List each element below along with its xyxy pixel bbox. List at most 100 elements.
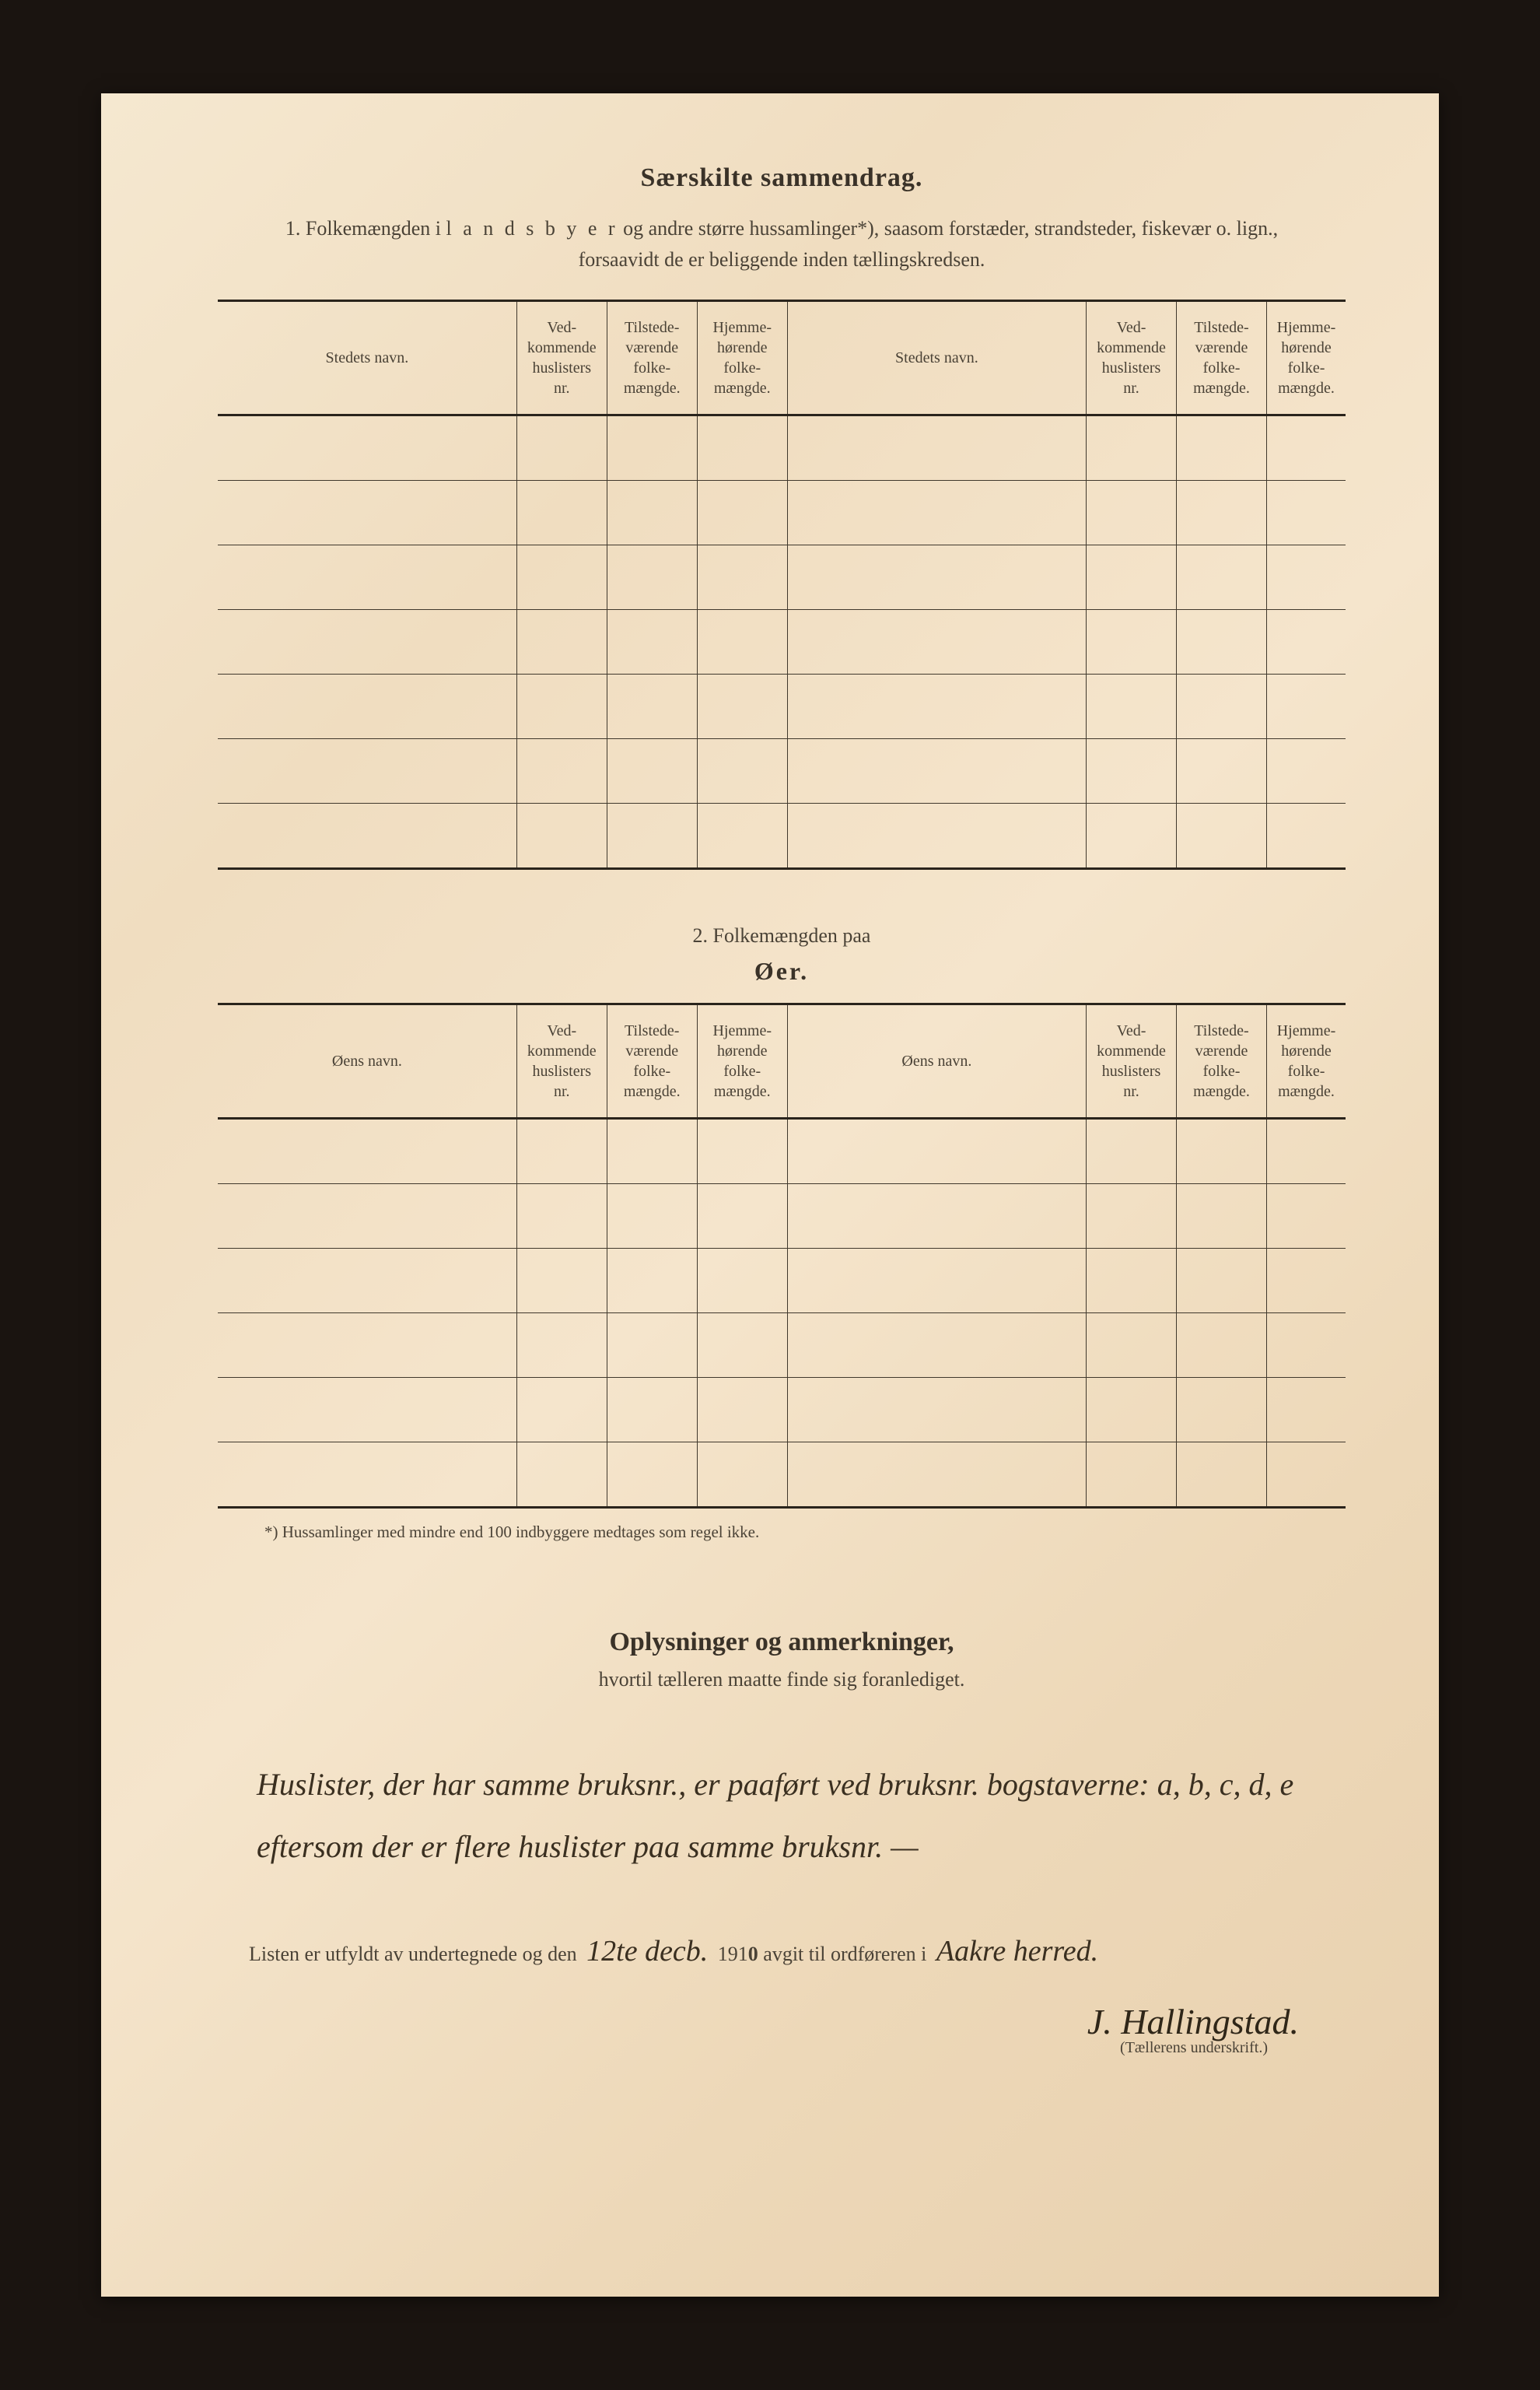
table-row bbox=[218, 609, 1346, 674]
section1-subtitle: 1. Folkemængden i l a n d s b y e r og a… bbox=[218, 213, 1346, 276]
table-cell bbox=[516, 1377, 607, 1442]
table-row bbox=[218, 1442, 1346, 1507]
oplysninger-title: Oplysninger og anmerkninger, bbox=[218, 1628, 1346, 1657]
table-cell bbox=[1267, 415, 1346, 480]
table-cell bbox=[1177, 1442, 1267, 1507]
table-cell bbox=[218, 738, 516, 803]
signature: J. Hallingstad. bbox=[218, 2001, 1299, 2042]
page-background: Særskilte sammendrag. 1. Folkemængden i … bbox=[0, 0, 1540, 2390]
table-cell bbox=[1087, 545, 1177, 609]
table-cell bbox=[516, 1312, 607, 1377]
table-cell bbox=[218, 609, 516, 674]
sub-line1c: og andre større hussamlinger*), saasom f… bbox=[618, 217, 1279, 240]
th2-huslisters-right: Ved- kommende huslisters nr. bbox=[1087, 1004, 1177, 1118]
table-cell bbox=[1267, 1183, 1346, 1248]
table1-header-row: Stedets navn. Ved- kommende huslisters n… bbox=[218, 300, 1346, 415]
table-cell bbox=[787, 1248, 1086, 1312]
table-cell bbox=[218, 1248, 516, 1312]
table-cell bbox=[787, 415, 1086, 480]
table-row bbox=[218, 1118, 1346, 1183]
closing-mid: 191 bbox=[718, 1943, 748, 1965]
table-row bbox=[218, 674, 1346, 738]
table-cell bbox=[516, 738, 607, 803]
table-cell bbox=[787, 1377, 1086, 1442]
table-cell bbox=[1087, 415, 1177, 480]
table-cell bbox=[516, 803, 607, 868]
table-cell bbox=[516, 480, 607, 545]
table-cell bbox=[1087, 1118, 1177, 1183]
table-cell bbox=[697, 609, 787, 674]
table-cell bbox=[1267, 1377, 1346, 1442]
table-cell bbox=[1087, 1183, 1177, 1248]
table-cell bbox=[607, 1377, 697, 1442]
table-row bbox=[218, 803, 1346, 868]
th-huslisters-right: Ved- kommende huslisters nr. bbox=[1087, 300, 1177, 415]
table-cell bbox=[607, 803, 697, 868]
table-cell bbox=[1267, 609, 1346, 674]
th-huslisters-left: Ved- kommende huslisters nr. bbox=[516, 300, 607, 415]
sub-line2: forsaavidt de er beliggende inden tællin… bbox=[579, 248, 985, 271]
th-hjemme-left: Hjemme- hørende folke- mængde. bbox=[697, 300, 787, 415]
table-cell bbox=[1177, 1183, 1267, 1248]
table-cell bbox=[787, 545, 1086, 609]
table-cell bbox=[697, 1312, 787, 1377]
table-cell bbox=[697, 1248, 787, 1312]
table-cell bbox=[1267, 1248, 1346, 1312]
table-cell bbox=[1177, 609, 1267, 674]
th2-name-left: Øens navn. bbox=[218, 1004, 516, 1118]
table-cell bbox=[218, 1312, 516, 1377]
table-cell bbox=[1177, 674, 1267, 738]
table-cell bbox=[607, 738, 697, 803]
table-row bbox=[218, 480, 1346, 545]
table-cell bbox=[1267, 674, 1346, 738]
handwritten-note: Huslister, der har samme bruksnr., er pa… bbox=[257, 1754, 1314, 1878]
table-cell bbox=[697, 738, 787, 803]
table-cell bbox=[1177, 803, 1267, 868]
table-cell bbox=[697, 545, 787, 609]
table-cell bbox=[787, 674, 1086, 738]
table-cell bbox=[1177, 1377, 1267, 1442]
th-tilstede-right: Tilstede- værende folke- mængde. bbox=[1177, 300, 1267, 415]
table-row bbox=[218, 738, 1346, 803]
th2-hjemme-left: Hjemme- hørende folke- mængde. bbox=[697, 1004, 787, 1118]
table-cell bbox=[787, 1442, 1086, 1507]
table-row bbox=[218, 1312, 1346, 1377]
table-row bbox=[218, 415, 1346, 480]
table-cell bbox=[1087, 1248, 1177, 1312]
table-cell bbox=[516, 545, 607, 609]
th-name-left: Stedets navn. bbox=[218, 300, 516, 415]
table-cell bbox=[1177, 1312, 1267, 1377]
table-row bbox=[218, 1377, 1346, 1442]
table-cell bbox=[607, 1442, 697, 1507]
table-cell bbox=[516, 415, 607, 480]
table-cell bbox=[607, 609, 697, 674]
table-section1: Stedets navn. Ved- kommende huslisters n… bbox=[218, 300, 1346, 870]
table-cell bbox=[218, 803, 516, 868]
table-cell bbox=[1087, 1377, 1177, 1442]
table-cell bbox=[1267, 1312, 1346, 1377]
table-cell bbox=[218, 1442, 516, 1507]
oplysninger-subtitle: hvortil tælleren maatte finde sig foranl… bbox=[218, 1668, 1346, 1691]
table-cell bbox=[1087, 1442, 1177, 1507]
table-cell bbox=[218, 674, 516, 738]
table-cell bbox=[1087, 609, 1177, 674]
table-cell bbox=[787, 480, 1086, 545]
table-cell bbox=[1087, 674, 1177, 738]
section2-title: Øer. bbox=[218, 957, 1346, 986]
table-cell bbox=[218, 415, 516, 480]
table-cell bbox=[697, 674, 787, 738]
table-cell bbox=[218, 1183, 516, 1248]
table-cell bbox=[516, 674, 607, 738]
table-cell bbox=[607, 1312, 697, 1377]
table-cell bbox=[607, 1248, 697, 1312]
table-cell bbox=[697, 803, 787, 868]
document-paper: Særskilte sammendrag. 1. Folkemængden i … bbox=[101, 93, 1439, 2297]
table-cell bbox=[1177, 545, 1267, 609]
table-section2: Øens navn. Ved- kommende huslisters nr. … bbox=[218, 1003, 1346, 1509]
table-cell bbox=[1087, 480, 1177, 545]
closing-line: Listen er utfyldt av undertegnede og den… bbox=[249, 1925, 1346, 1978]
table-cell bbox=[1267, 480, 1346, 545]
table-cell bbox=[1267, 1118, 1346, 1183]
sub-num: 1. bbox=[285, 217, 301, 240]
table-cell bbox=[1177, 415, 1267, 480]
